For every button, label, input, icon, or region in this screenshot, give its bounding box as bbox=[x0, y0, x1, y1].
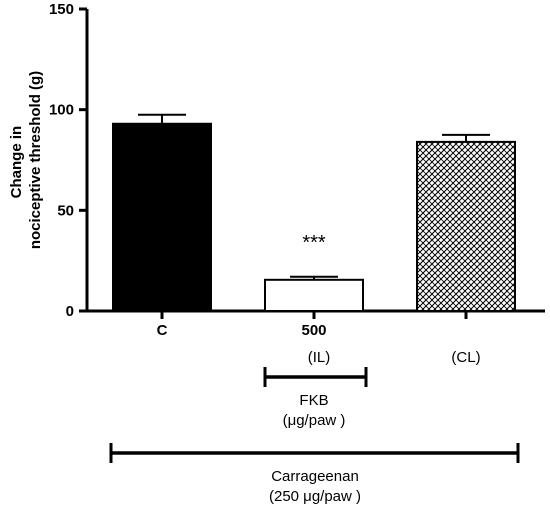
route-label-cl: (CL) bbox=[451, 349, 480, 366]
carrageenan-dose-label: (250 μg/paw ) bbox=[269, 488, 361, 505]
y-tick-label-150: 150 bbox=[49, 1, 74, 18]
fkb-bracket bbox=[263, 367, 368, 387]
y-tick-label-0: 0 bbox=[66, 303, 74, 320]
carrageenan-bracket bbox=[109, 443, 520, 463]
fkb-label: FKB bbox=[299, 392, 328, 409]
y-tick-label-100: 100 bbox=[49, 102, 74, 119]
bar-0 bbox=[112, 122, 212, 313]
bars bbox=[112, 113, 516, 313]
y-axis-label-line-2: nociceptive threshold (g) bbox=[27, 71, 44, 249]
fkb-dose-label: (μg/paw ) bbox=[283, 412, 346, 429]
category-label-c: C bbox=[157, 322, 168, 339]
route-label-il: (IL) bbox=[308, 349, 331, 366]
significance-marker: *** bbox=[302, 232, 326, 254]
y-axis-label: Change in nociceptive threshold (g) bbox=[8, 71, 44, 249]
category-label-500: 500 bbox=[301, 322, 326, 339]
y-axis-label-line-1: Change in bbox=[8, 126, 25, 199]
bar-1 bbox=[264, 278, 364, 313]
y-tick-label-50: 50 bbox=[57, 202, 74, 219]
bar-2 bbox=[416, 140, 516, 312]
carrageenan-label: Carrageenan bbox=[271, 468, 359, 485]
